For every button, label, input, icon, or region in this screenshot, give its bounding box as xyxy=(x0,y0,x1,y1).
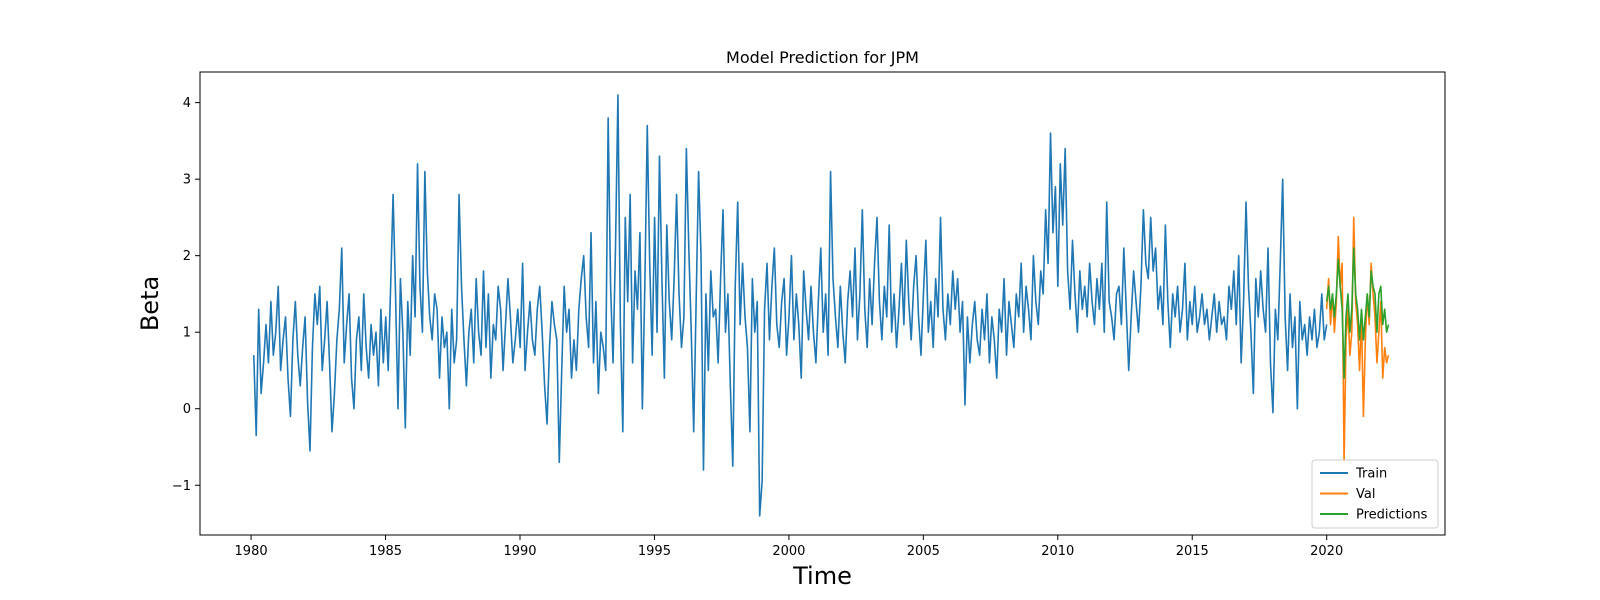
legend: Train Val Predictions xyxy=(1311,459,1439,529)
legend-item-val: Val xyxy=(1320,487,1375,502)
x-tick-label: 2020 xyxy=(1310,544,1343,559)
x-tick-label: 2010 xyxy=(1041,544,1074,559)
legend-label: Predictions xyxy=(1356,508,1428,523)
x-tick-label: 1995 xyxy=(638,544,671,559)
x-tick-label: 2000 xyxy=(772,544,805,559)
legend-item-train: Train xyxy=(1320,467,1387,482)
legend-label: Val xyxy=(1356,487,1375,502)
y-tick-label: −1 xyxy=(172,479,191,494)
plot-area xyxy=(252,94,1390,517)
y-axis: −1 0 1 2 3 4 xyxy=(172,96,200,494)
plot-frame xyxy=(199,71,1446,536)
y-tick-label: 0 xyxy=(183,402,191,417)
x-axis: 1980 1985 1990 1995 2000 2005 2010 2015 2020 xyxy=(235,535,1343,559)
x-tick-label: 1985 xyxy=(369,544,402,559)
x-tick-label: 2015 xyxy=(1176,544,1209,559)
series-line-train xyxy=(252,94,1328,517)
y-tick-label: 2 xyxy=(183,249,191,264)
y-axis-title: Beta xyxy=(136,276,164,331)
legend-label: Train xyxy=(1355,467,1387,482)
series-line-val xyxy=(1325,216,1390,464)
x-tick-label: 1980 xyxy=(235,544,268,559)
y-tick-label: 4 xyxy=(183,96,191,111)
x-tick-label: 1990 xyxy=(503,544,536,559)
y-tick-label: 3 xyxy=(183,173,191,188)
chart-title: Model Prediction for JPM xyxy=(726,48,919,67)
x-tick-label: 2005 xyxy=(907,544,940,559)
series-line-predictions xyxy=(1325,247,1390,379)
y-tick-label: 1 xyxy=(183,326,191,341)
x-axis-title: Time xyxy=(792,562,852,590)
legend-item-predictions: Predictions xyxy=(1320,508,1428,523)
legend-box xyxy=(1311,459,1439,529)
